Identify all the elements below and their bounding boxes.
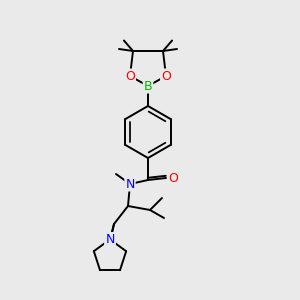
Text: N: N (105, 236, 115, 248)
Text: B: B (144, 80, 152, 92)
Text: O: O (168, 172, 178, 184)
Text: N: N (105, 233, 115, 246)
Text: O: O (125, 70, 135, 83)
Text: N: N (125, 178, 135, 190)
Text: O: O (161, 70, 171, 83)
